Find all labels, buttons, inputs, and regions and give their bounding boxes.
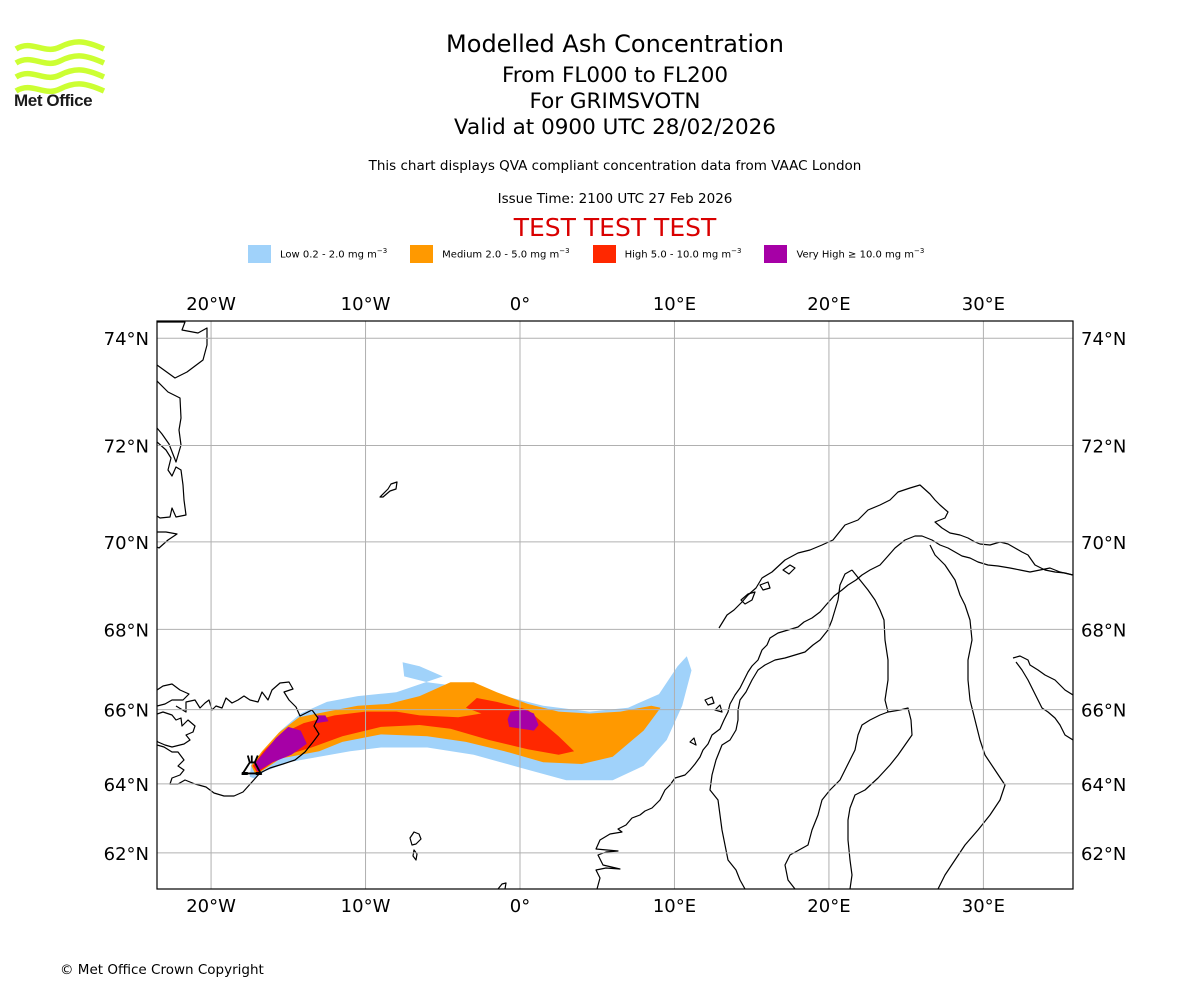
lon-tick-label-bottom: 10°E [653, 896, 696, 917]
lon-tick-label-bottom: 10°W [341, 896, 391, 917]
legend: Low 0.2 - 2.0 mg m−3 Medium 2.0 - 5.0 mg… [248, 244, 947, 264]
coastline-shetland [497, 882, 507, 889]
legend-label-high: High 5.0 - 10.0 mg m [624, 249, 732, 261]
legend-swatch-very-high [764, 245, 788, 263]
coastline-white-sea [1012, 655, 1073, 741]
coastline-greenland [157, 321, 208, 549]
legend-label-medium: Medium 2.0 - 5.0 mg m [442, 249, 560, 261]
legend-label-very-high: Very High ≥ 10.0 mg m [796, 249, 915, 261]
legend-swatch-low [248, 245, 271, 263]
volcano-marker [241, 755, 263, 775]
lat-tick-label-left: 64°N [104, 775, 149, 796]
lat-tick-label-right: 72°N [1081, 437, 1126, 458]
legend-label-low: Low 0.2 - 2.0 mg m [280, 249, 377, 261]
lon-tick-label-top: 0° [510, 294, 530, 315]
lat-tick-label-left: 72°N [104, 437, 149, 458]
met-office-logo-text: Met Office [14, 91, 93, 110]
coastline-gulf-of-bothnia [784, 707, 913, 889]
volcano-name: For GRIMSVOTN [529, 89, 701, 114]
ash-region-high [252, 698, 575, 774]
issue-time: Issue Time: 2100 UTC 27 Feb 2026 [497, 191, 733, 207]
copyright-notice: © Met Office Crown Copyright [60, 962, 264, 978]
map-frame [156, 320, 1074, 890]
flight-level-range: From FL000 to FL200 [501, 63, 729, 88]
lon-tick-label-top: 10°E [653, 294, 696, 315]
axis-labels: 20°W 20°W 10°W 10°W 0° 0° 10°E 10°E 20°E 20°E 30°E… [104, 294, 1127, 917]
lon-tick-label-bottom: 20°E [807, 896, 850, 917]
lon-tick-label-top: 20°E [807, 294, 850, 315]
lon-tick-label-bottom: 30°E [962, 896, 1005, 917]
unit-exponent: −3 [914, 247, 925, 256]
lon-tick-label-bottom: 20°W [186, 896, 236, 917]
border-sweden-finland [851, 569, 889, 713]
lat-tick-label-right: 68°N [1081, 620, 1126, 641]
volcano-icon [241, 755, 263, 775]
legend-swatch-medium [410, 245, 434, 263]
legend-item-medium: Medium 2.0 - 5.0 mg m−3 [410, 245, 570, 263]
lat-tick-label-right: 70°N [1081, 533, 1126, 554]
border-finland-russia [929, 544, 1006, 889]
lat-tick-label-right: 66°N [1081, 701, 1126, 722]
legend-item-low: Low 0.2 - 2.0 mg m−3 [248, 245, 387, 263]
valid-time: Valid at 0900 UTC 28/02/2026 [453, 115, 776, 140]
lat-tick-label-left: 70°N [104, 533, 149, 554]
ash-plume-layer [249, 656, 692, 781]
coastline-north-cape [718, 484, 1073, 629]
lon-tick-label-bottom: 0° [510, 896, 530, 917]
legend-swatch-high [592, 245, 616, 263]
ash-region-very-high [316, 715, 329, 724]
graticule [157, 321, 1073, 889]
unit-exponent: −3 [559, 247, 570, 256]
lon-tick-label-top: 10°W [341, 294, 391, 315]
lon-tick-label-top: 30°E [962, 294, 1005, 315]
chart-title: Modelled Ash Concentration [446, 30, 784, 58]
coastline-scandinavia [595, 535, 1073, 889]
lat-tick-label-left: 68°N [104, 620, 149, 641]
lon-tick-label-top: 20°W [186, 294, 236, 315]
chart-description: This chart displays QVA compliant concen… [368, 158, 862, 174]
lat-tick-label-left: 74°N [104, 329, 149, 350]
coastline-norway-islands [689, 564, 796, 746]
legend-item-very-high: Very High ≥ 10.0 mg m−3 [764, 245, 924, 263]
ash-region-very-high [507, 709, 539, 731]
ash-region-very-high [254, 726, 307, 772]
lat-tick-label-left: 62°N [104, 844, 149, 865]
met-office-logo-icon [14, 39, 106, 95]
unit-exponent: −3 [731, 247, 742, 256]
coastline-faroe-islands [409, 831, 422, 861]
lat-tick-label-right: 62°N [1081, 844, 1126, 865]
lat-tick-label-left: 66°N [104, 701, 149, 722]
lat-tick-label-right: 74°N [1081, 329, 1126, 350]
unit-exponent: −3 [376, 247, 388, 256]
lat-tick-label-right: 64°N [1081, 775, 1126, 796]
coastline-jan-mayen [379, 481, 398, 498]
coastlines [157, 321, 1073, 889]
legend-item-high: High 5.0 - 10.0 mg m−3 [592, 245, 742, 263]
border-sweden-norway [709, 569, 853, 889]
test-banner: TEST TEST TEST [513, 213, 717, 242]
